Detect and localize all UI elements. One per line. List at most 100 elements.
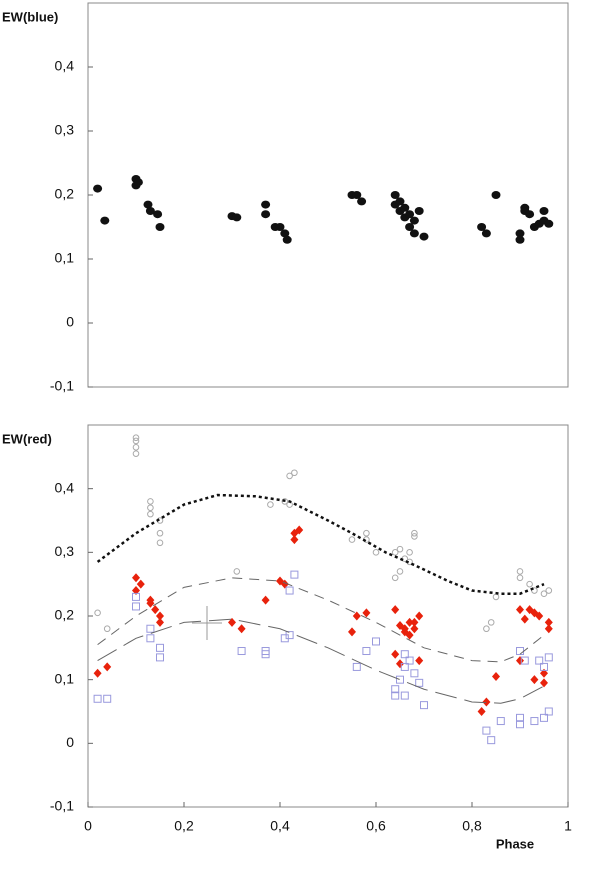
point [100, 216, 110, 225]
point [275, 223, 285, 231]
point [415, 611, 424, 621]
point [281, 498, 289, 505]
point [132, 586, 140, 596]
point [261, 595, 270, 605]
point [93, 668, 102, 678]
point [280, 229, 290, 238]
point [405, 617, 414, 627]
point [492, 671, 500, 681]
point [400, 691, 409, 700]
y-tick-label: -0,1 [50, 378, 74, 394]
fit-curve [97, 577, 545, 663]
point [544, 624, 553, 634]
point [487, 619, 495, 626]
point [516, 605, 524, 615]
point [156, 617, 164, 627]
point [544, 653, 553, 662]
point [526, 580, 533, 588]
point [406, 549, 413, 556]
point [146, 624, 155, 633]
point [132, 437, 140, 445]
fit-curve [97, 618, 545, 704]
point [481, 229, 491, 238]
point [477, 707, 486, 716]
point [540, 590, 548, 598]
point [261, 200, 271, 209]
point [515, 229, 525, 238]
y-tick-label: 0,3 [55, 543, 75, 559]
point [285, 586, 294, 595]
point [145, 207, 155, 215]
point [540, 668, 548, 678]
point [363, 529, 370, 537]
point [535, 611, 544, 621]
point [515, 235, 525, 244]
point [487, 736, 496, 745]
point [390, 191, 400, 199]
y-tick-label: 0,1 [55, 250, 75, 266]
y-tick-label: 0,4 [55, 479, 75, 495]
point [146, 634, 155, 643]
point [405, 210, 415, 219]
point [228, 617, 236, 627]
point [155, 223, 165, 231]
fit-curve [96, 493, 545, 595]
point [156, 653, 164, 662]
point [93, 184, 103, 193]
point [411, 529, 418, 537]
point [132, 443, 140, 451]
point [396, 568, 404, 575]
point [261, 650, 270, 659]
point [525, 210, 535, 219]
point [410, 669, 419, 678]
point [156, 643, 164, 652]
point [147, 504, 154, 512]
point [143, 200, 153, 209]
point [414, 207, 424, 215]
y-axis-label: EW(red) [2, 431, 52, 446]
point [409, 216, 419, 225]
y-tick-label: 0,4 [55, 58, 75, 74]
point [409, 229, 419, 238]
point [544, 617, 553, 627]
point [396, 675, 404, 684]
point [396, 659, 404, 669]
point [352, 191, 362, 199]
point [261, 210, 271, 219]
point [132, 592, 140, 601]
point [540, 678, 548, 688]
point [410, 624, 419, 634]
point [520, 614, 529, 624]
point [352, 611, 361, 621]
point [411, 533, 418, 540]
point [290, 570, 299, 579]
point [516, 647, 524, 656]
point [395, 197, 405, 206]
point [531, 587, 538, 594]
point [410, 617, 419, 627]
point [400, 650, 409, 659]
point [530, 675, 539, 685]
point [357, 197, 367, 206]
point [516, 574, 524, 582]
point [391, 549, 399, 556]
y-tick-label: 0,3 [55, 122, 75, 138]
x-tick-label: 1 [564, 818, 572, 834]
point [362, 647, 371, 656]
point [237, 647, 246, 656]
point [103, 694, 112, 703]
point [267, 501, 274, 508]
point [544, 707, 553, 716]
point [496, 717, 505, 726]
point [237, 624, 246, 634]
x-tick-label: 0,2 [174, 818, 194, 834]
y-tick-label: 0 [66, 314, 74, 330]
point [483, 625, 490, 633]
point [103, 625, 111, 633]
point [477, 223, 487, 231]
point [94, 609, 101, 617]
y-tick-label: 0,2 [55, 607, 75, 623]
point [391, 649, 400, 659]
point [391, 685, 400, 694]
